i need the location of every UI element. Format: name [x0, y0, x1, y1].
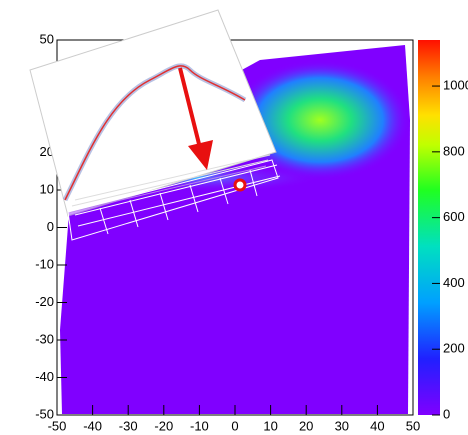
- y-tick-label: -10: [35, 256, 54, 271]
- x-tick-label: 0: [231, 418, 238, 433]
- z-tick-label: 800: [443, 143, 465, 158]
- x-tick-label: -50: [48, 418, 67, 433]
- z-tick-label: 0: [443, 406, 450, 421]
- inset-panel: [29, 9, 277, 217]
- colorbar: [418, 40, 440, 415]
- inset: [29, 9, 281, 241]
- x-tick-label: 50: [406, 418, 420, 433]
- x-tick-label: 40: [370, 418, 384, 433]
- y-tick-label: -20: [35, 294, 54, 309]
- inset-band-grid: [74, 164, 281, 235]
- z-tick-label: 400: [443, 275, 465, 290]
- y-tick-label: -30: [35, 331, 54, 346]
- marker: [233, 178, 247, 192]
- y-tick-label: -40: [35, 369, 54, 384]
- x-tick-label: -10: [190, 418, 209, 433]
- y-tick-label: -50: [35, 406, 54, 421]
- z-tick-label: 200: [443, 341, 465, 356]
- x-tick-label: 10: [263, 418, 277, 433]
- x-tick-label: 30: [335, 418, 349, 433]
- y-tick-label: 50: [40, 31, 54, 46]
- y-tick-label: 0: [47, 219, 54, 234]
- inset-band: [67, 159, 279, 241]
- y-tick-label: 10: [40, 181, 54, 196]
- x-tick-label: 20: [299, 418, 313, 433]
- inset-fit: [64, 65, 246, 201]
- x-tick-label: -30: [119, 418, 138, 433]
- x-tick-label: -20: [154, 418, 173, 433]
- inset-grid: [69, 154, 271, 213]
- arrow-shaft: [178, 67, 202, 149]
- arrow-head: [188, 140, 213, 170]
- z-tick-label: 1000: [443, 77, 468, 92]
- x-tick-label: -40: [83, 418, 102, 433]
- z-tick-label: 600: [443, 209, 465, 224]
